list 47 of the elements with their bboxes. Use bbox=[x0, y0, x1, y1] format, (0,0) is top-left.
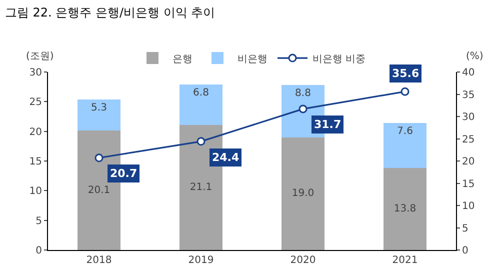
data-label: 20.7 bbox=[110, 167, 138, 180]
x-tick-label: 2019 bbox=[188, 255, 214, 266]
x-tick-label: 2018 bbox=[86, 255, 112, 266]
data-label: 20.1 bbox=[88, 184, 110, 196]
point bbox=[400, 87, 410, 96]
y2-axis-title: (%) bbox=[466, 51, 484, 62]
x-tick-label: 2020 bbox=[290, 255, 316, 266]
data-label: 7.6 bbox=[397, 126, 413, 138]
y-tick-label: 10 bbox=[29, 186, 42, 198]
y-tick-label: 30 bbox=[29, 68, 42, 78]
y2-tick-label: 40 bbox=[462, 68, 475, 78]
legend-label: 비은행 bbox=[238, 54, 268, 65]
y2-tick-label: 5 bbox=[462, 223, 468, 234]
point bbox=[298, 104, 308, 114]
y2-tick-label: 25 bbox=[462, 134, 475, 146]
legend-label: 비은행 비중 bbox=[312, 54, 366, 65]
data-label: 8.8 bbox=[295, 88, 311, 100]
chart-title: 그림 22. 은행주 은행/비은행 이익 추이 bbox=[4, 6, 216, 20]
point bbox=[94, 154, 104, 162]
bar bbox=[282, 137, 324, 250]
y2-tick-label: 30 bbox=[462, 112, 475, 123]
data-label: 35.6 bbox=[392, 67, 420, 80]
data-label: 31.7 bbox=[314, 118, 342, 131]
data-label: 24.4 bbox=[212, 151, 240, 164]
y-tick-label: 20 bbox=[29, 126, 42, 138]
y-axis-title: (조원) bbox=[26, 51, 54, 62]
bar bbox=[384, 123, 426, 168]
data-label: 21.1 bbox=[190, 182, 212, 193]
y2-tick-label: 15 bbox=[462, 178, 475, 190]
legend-label: 은행 bbox=[172, 54, 192, 65]
data-label: 13.8 bbox=[394, 204, 416, 215]
y2-tick-label: 10 bbox=[462, 201, 475, 212]
y-tick-label: 15 bbox=[29, 156, 42, 168]
data-label: 6.8 bbox=[193, 87, 209, 98]
bar bbox=[78, 99, 120, 131]
y-tick-label: 0 bbox=[36, 246, 42, 256]
point bbox=[196, 137, 206, 146]
bar bbox=[180, 84, 222, 125]
y2-tick-label: 20 bbox=[462, 156, 475, 168]
data-label: 5.3 bbox=[91, 102, 107, 114]
data-label: 19.0 bbox=[292, 188, 314, 200]
y-tick-label: 25 bbox=[29, 97, 42, 108]
y2-tick-label: 0 bbox=[462, 246, 468, 256]
y2-tick-label: 35 bbox=[462, 90, 475, 101]
y-tick-label: 5 bbox=[36, 216, 42, 227]
x-tick-label: 2021 bbox=[392, 255, 418, 266]
bar bbox=[384, 168, 426, 250]
